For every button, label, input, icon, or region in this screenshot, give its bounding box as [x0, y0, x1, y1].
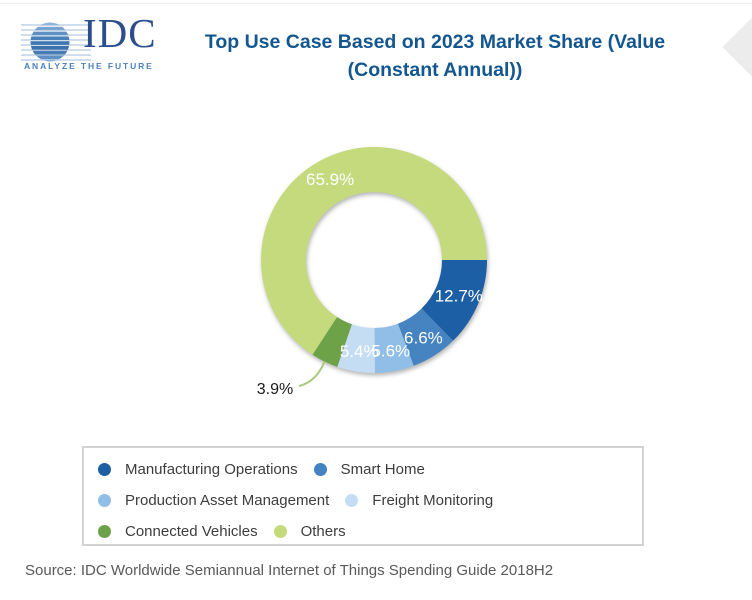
- chart-title-line2: (Constant Annual)): [347, 59, 523, 81]
- legend-label: Others: [300, 523, 346, 540]
- donut-slice-freight-monitoring: [337, 324, 375, 374]
- legend-dot-icon: [273, 525, 287, 538]
- idc-logo-tagline: ANALYZE THE FUTURE: [24, 61, 154, 71]
- legend-item-smart-home: Smart Home: [313, 461, 425, 478]
- slice-label-others: 65.9%: [306, 170, 354, 189]
- donut-slice-manufacturing-operations: [421, 260, 487, 341]
- slice-label-smart-home: 6.6%: [404, 329, 443, 348]
- donut-chart: 12.7% 6.6%5.6%5.4% 3.9% 65.9%: [257, 147, 487, 398]
- legend-row: Connected Vehicles Others: [98, 516, 642, 547]
- slice-label-production-asset-management: 5.6%: [371, 341, 410, 360]
- legend-row: Production Asset Management Freight Monit…: [98, 485, 642, 516]
- legend-item-production-asset-management: Production Asset Management: [98, 492, 329, 509]
- legend-label: Connected Vehicles: [125, 523, 258, 540]
- slice-label-manufacturing-operations: 12.7%: [435, 287, 483, 306]
- leader-line-connected-vehicles: [298, 361, 326, 387]
- legend-dot-icon: [345, 494, 359, 507]
- donut-slice-connected-vehicles: [312, 317, 352, 367]
- legend-dot-icon: [313, 463, 327, 476]
- next-arrow-icon[interactable]: [722, 14, 752, 80]
- chart-title-line1: Top Use Case Based on 2023 Market Share …: [204, 31, 666, 53]
- legend-label: Smart Home: [340, 461, 425, 478]
- idc-globe-icon: [21, 22, 91, 62]
- legend-dot-icon: [98, 494, 111, 507]
- legend-item-connected-vehicles: Connected Vehicles: [98, 523, 258, 540]
- legend-dot-icon: [98, 463, 111, 476]
- legend-label: Production Asset Management: [125, 492, 330, 509]
- legend-box: Manufacturing Operations Smart Home Produc…: [82, 446, 644, 546]
- legend-item-freight-monitoring: Freight Monitoring: [345, 492, 493, 509]
- chart-title: Top Use Case Based on 2023 Market Share …: [170, 28, 700, 84]
- donut-slice-others: [260, 147, 487, 355]
- idc-logo-text: IDC: [83, 10, 157, 56]
- top-divider: [0, 3, 752, 4]
- legend-row: Manufacturing Operations Smart Home: [98, 454, 642, 485]
- slice-label-connected-vehicles: 3.9%: [257, 381, 293, 398]
- donut-slice-smart-home: [397, 308, 453, 366]
- donut-slice-production-asset-management: [374, 323, 414, 373]
- legend-label: Manufacturing Operations: [125, 461, 298, 478]
- legend-item-manufacturing-operations: Manufacturing Operations: [98, 461, 298, 478]
- idc-logo: IDC ANALYZE THE FUTURE: [21, 10, 171, 74]
- legend-label: Freight Monitoring: [372, 492, 494, 509]
- legend-dot-icon: [98, 525, 111, 538]
- slice-label-freight-monitoring: 5.4%: [340, 342, 379, 361]
- source-text: Source: IDC Worldwide Semiannual Interne…: [25, 562, 554, 579]
- legend-item-others: Others: [273, 523, 346, 540]
